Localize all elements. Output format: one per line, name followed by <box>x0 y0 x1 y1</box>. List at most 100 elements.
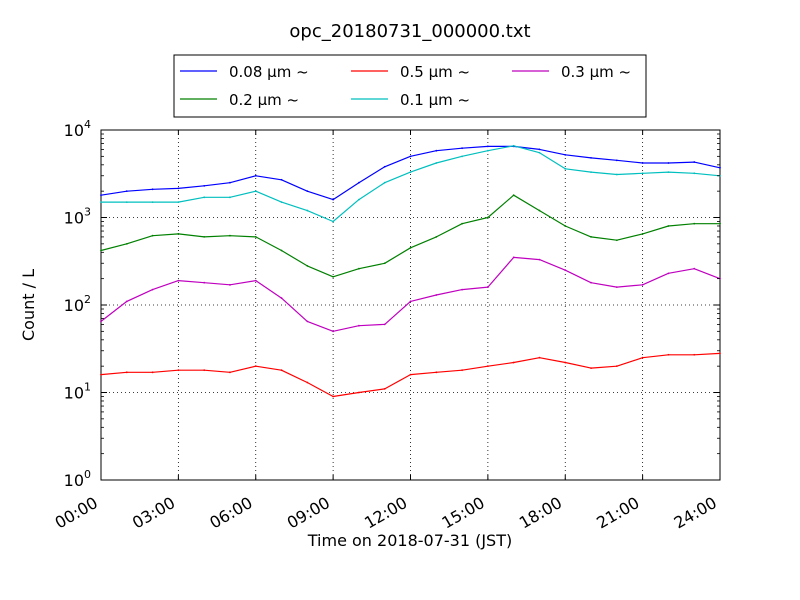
series-point-2 <box>615 365 618 368</box>
series-point-0 <box>409 155 412 158</box>
series-point-1 <box>383 262 386 265</box>
legend-entry-label: 0.2 μm ~ <box>229 91 299 109</box>
series-point-0 <box>615 159 618 162</box>
series-point-2 <box>564 361 567 364</box>
series-point-0 <box>590 156 592 159</box>
series-point-3 <box>615 173 618 176</box>
series-point-2 <box>383 387 386 390</box>
series-point-2 <box>641 356 644 359</box>
series-point-3 <box>125 201 128 203</box>
legend-entry-label: 0.1 μm ~ <box>400 91 470 109</box>
series-point-1 <box>461 222 463 225</box>
y-tick-label: 102 <box>64 293 91 315</box>
series-point-1 <box>486 216 489 219</box>
series-point-1 <box>435 236 438 238</box>
series-point-0 <box>254 174 257 177</box>
series-point-1 <box>409 246 412 249</box>
series-point-1 <box>358 267 360 270</box>
series-point-4 <box>667 272 670 275</box>
series-point-4 <box>641 283 644 286</box>
x-tick-label: 24:00 <box>671 493 720 533</box>
x-tick-label: 12:00 <box>361 493 410 533</box>
series-point-4 <box>177 279 180 282</box>
series-point-3 <box>461 155 463 158</box>
series-layer <box>100 144 721 398</box>
series-point-4 <box>435 294 438 296</box>
series-point-3 <box>203 196 206 199</box>
series-point-0 <box>177 187 180 190</box>
series-point-3 <box>435 162 438 164</box>
chart-title: opc_20180731_000000.txt <box>289 21 530 42</box>
series-point-1 <box>203 236 206 238</box>
series-point-4 <box>280 297 283 299</box>
series-point-1 <box>332 275 335 278</box>
legend-frame <box>173 54 647 118</box>
series-point-3 <box>358 198 360 201</box>
series-point-4 <box>358 324 360 327</box>
series-point-1 <box>177 232 180 235</box>
series-point-0 <box>435 149 438 152</box>
series-point-4 <box>512 256 515 259</box>
series-point-0 <box>203 184 206 187</box>
series-point-1 <box>151 234 154 237</box>
series-point-3 <box>538 151 541 154</box>
x-tick-label: 21:00 <box>593 493 642 533</box>
series-point-0 <box>538 148 541 151</box>
series-point-2 <box>435 371 438 374</box>
legend-entry-label: 0.5 μm ~ <box>400 63 470 81</box>
series-point-2 <box>151 371 154 374</box>
series-point-2 <box>306 381 309 384</box>
series-point-3 <box>590 171 592 174</box>
series-point-0 <box>100 194 102 197</box>
series-point-2 <box>409 373 412 376</box>
series-point-3 <box>100 201 102 203</box>
series-point-1 <box>590 236 592 238</box>
series-point-2 <box>125 371 128 374</box>
series-point-1 <box>280 249 283 252</box>
series-point-0 <box>641 162 644 164</box>
series-point-3 <box>306 209 309 212</box>
series-point-0 <box>358 181 360 184</box>
series-point-0 <box>125 190 128 193</box>
series-point-0 <box>332 198 335 201</box>
series-point-0 <box>151 188 154 191</box>
series-point-4 <box>254 279 257 282</box>
series-point-1 <box>229 234 231 237</box>
series-point-1 <box>693 222 696 225</box>
series-point-2 <box>358 391 360 394</box>
y-axis-label: Count / L <box>19 269 38 341</box>
series-point-3 <box>486 149 489 152</box>
series-point-2 <box>203 369 206 372</box>
series-point-3 <box>667 171 670 174</box>
y-tick-label: 100 <box>64 468 91 490</box>
series-point-4 <box>306 320 309 323</box>
series-point-4 <box>125 300 128 303</box>
series-point-0 <box>564 153 567 156</box>
series-point-4 <box>100 320 102 323</box>
series-point-3 <box>332 220 335 223</box>
series-point-1 <box>564 225 567 227</box>
series-point-4 <box>409 300 412 303</box>
x-tick-label: 18:00 <box>516 493 565 533</box>
series-point-4 <box>461 288 463 291</box>
x-tick-label: 15:00 <box>438 493 487 533</box>
series-point-0 <box>667 162 670 164</box>
series-point-2 <box>280 369 283 372</box>
series-point-4 <box>151 288 154 291</box>
series-point-2 <box>486 365 489 368</box>
series-point-0 <box>719 166 721 169</box>
series-point-0 <box>693 161 696 163</box>
legend-entry-label: 0.08 μm ~ <box>229 63 309 81</box>
x-tick-label: 03:00 <box>129 493 178 533</box>
x-tick-label: 00:00 <box>52 493 101 533</box>
series-point-3 <box>693 172 696 175</box>
series-point-4 <box>383 323 386 326</box>
series-line-1 <box>100 194 720 278</box>
series-point-2 <box>254 365 257 368</box>
series-point-1 <box>100 249 102 252</box>
series-point-3 <box>409 171 412 174</box>
series-point-1 <box>615 239 618 242</box>
series-point-2 <box>538 356 541 359</box>
series-point-4 <box>538 258 541 261</box>
series-point-2 <box>332 395 335 398</box>
